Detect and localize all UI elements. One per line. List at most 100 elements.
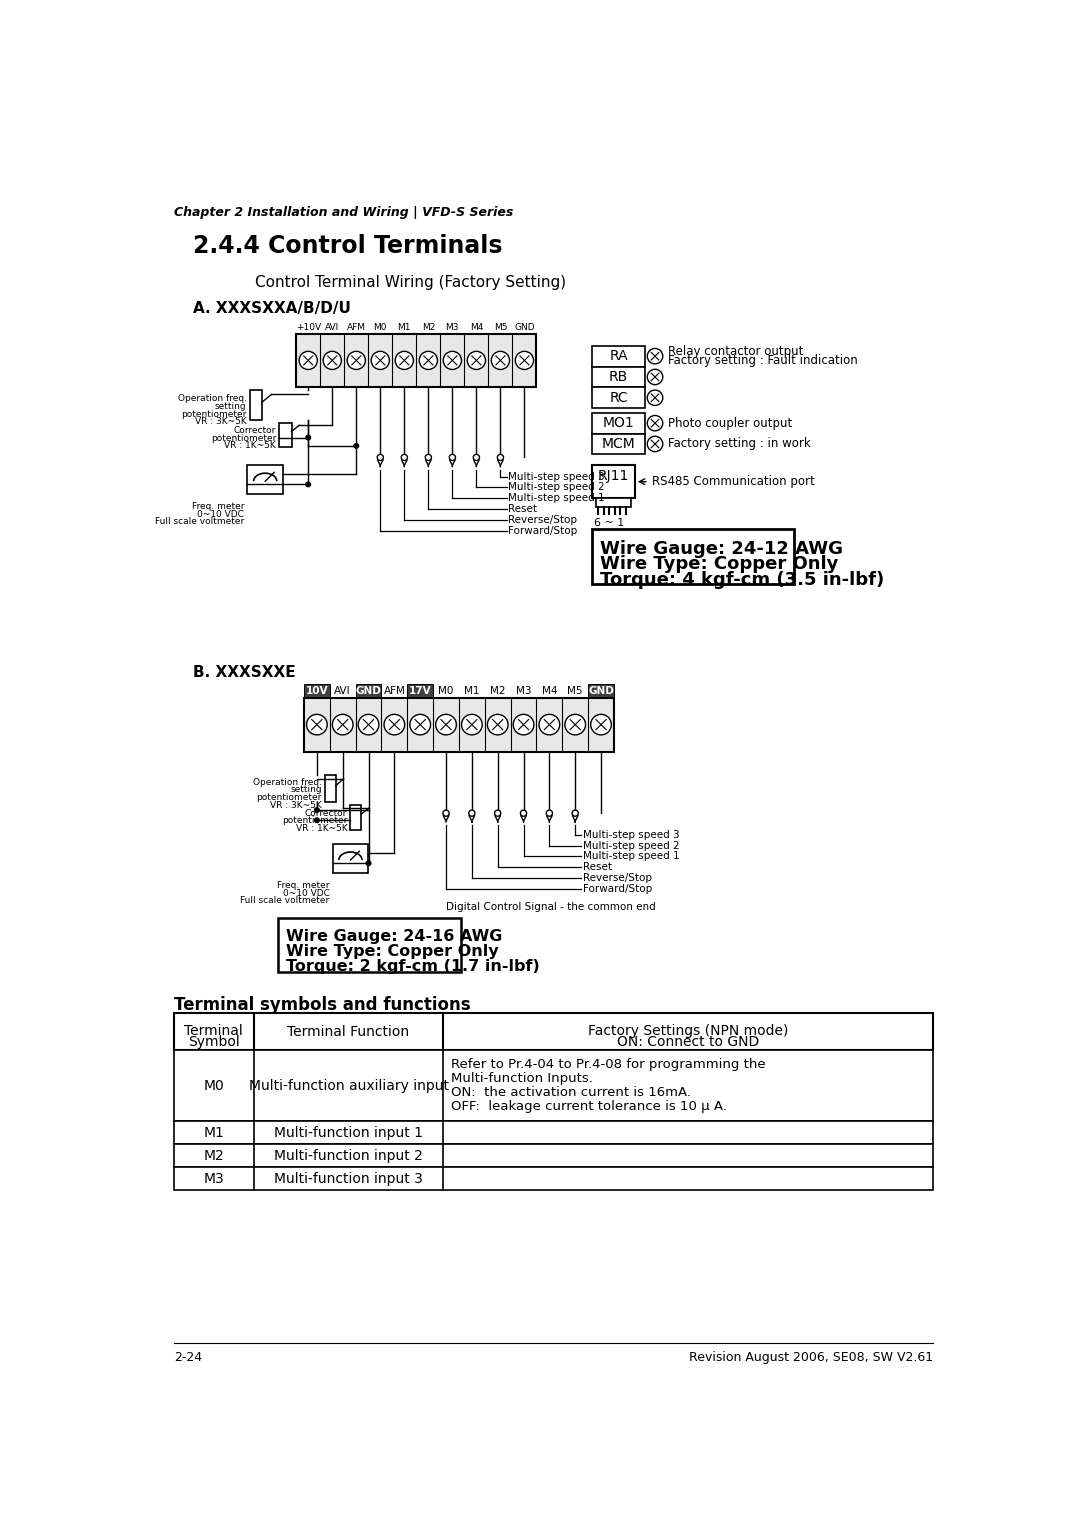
Text: Factory setting : in work: Factory setting : in work xyxy=(669,437,811,451)
Circle shape xyxy=(443,810,449,816)
Circle shape xyxy=(497,454,503,460)
Text: A. XXXSXXA/B/D/U: A. XXXSXXA/B/D/U xyxy=(193,301,351,316)
Text: setting: setting xyxy=(291,785,322,795)
Text: Multi-step speed 1: Multi-step speed 1 xyxy=(509,494,605,503)
Circle shape xyxy=(366,861,370,865)
Text: Multi-function auxiliary input: Multi-function auxiliary input xyxy=(248,1078,448,1092)
Text: AFM: AFM xyxy=(347,324,366,331)
Circle shape xyxy=(333,715,353,735)
Text: Freq. meter: Freq. meter xyxy=(192,502,244,511)
Text: Freq. meter: Freq. meter xyxy=(278,881,329,890)
Circle shape xyxy=(449,454,456,460)
Bar xyxy=(592,367,645,388)
Text: Operation freq.: Operation freq. xyxy=(177,394,246,403)
Circle shape xyxy=(314,808,320,813)
Text: M0: M0 xyxy=(374,324,387,331)
Text: M5: M5 xyxy=(567,686,583,696)
Circle shape xyxy=(443,351,461,370)
Text: VR : 1K~5K: VR : 1K~5K xyxy=(296,824,348,833)
Bar xyxy=(296,334,537,387)
Circle shape xyxy=(491,351,510,370)
Bar xyxy=(407,684,433,698)
Text: Multi-step speed 3: Multi-step speed 3 xyxy=(509,471,605,482)
Text: potentiometer: potentiometer xyxy=(211,434,276,443)
Text: AFM: AFM xyxy=(383,686,405,696)
Circle shape xyxy=(410,715,431,735)
Bar xyxy=(174,1014,933,1051)
Circle shape xyxy=(487,715,508,735)
Circle shape xyxy=(299,351,318,370)
Text: Operation freq.: Operation freq. xyxy=(253,778,322,787)
Text: RA: RA xyxy=(609,350,627,364)
Text: Multi-function input 1: Multi-function input 1 xyxy=(274,1126,423,1140)
Text: RJ11: RJ11 xyxy=(598,469,630,483)
Text: Reverse/Stop: Reverse/Stop xyxy=(509,515,577,525)
Text: MCM: MCM xyxy=(602,437,635,451)
Bar xyxy=(589,684,613,698)
Bar xyxy=(592,465,635,499)
Bar xyxy=(249,391,262,420)
Text: Full scale voltmeter: Full scale voltmeter xyxy=(240,896,329,905)
Text: VR : 3K~5K: VR : 3K~5K xyxy=(194,417,246,426)
Circle shape xyxy=(435,715,457,735)
Text: Symbol: Symbol xyxy=(188,1035,240,1049)
Text: AVI: AVI xyxy=(325,324,339,331)
Bar xyxy=(174,1167,933,1190)
Text: Multi-function input 3: Multi-function input 3 xyxy=(274,1172,423,1186)
Text: Terminal: Terminal xyxy=(185,1025,243,1039)
Text: Multi-function Inputs.: Multi-function Inputs. xyxy=(451,1072,593,1085)
Circle shape xyxy=(468,351,486,370)
Bar xyxy=(247,465,283,494)
Text: M2: M2 xyxy=(203,1149,224,1163)
Text: B. XXXSXXE: B. XXXSXXE xyxy=(193,666,296,681)
Text: Terminal Function: Terminal Function xyxy=(287,1025,409,1039)
Text: Wire Type: Copper Only: Wire Type: Copper Only xyxy=(286,943,499,959)
Text: Multi-step speed 3: Multi-step speed 3 xyxy=(583,830,679,839)
Text: RB: RB xyxy=(609,370,629,384)
Text: Multi-step speed 2: Multi-step speed 2 xyxy=(509,483,605,492)
Text: RS485 Communication port: RS485 Communication port xyxy=(652,476,814,488)
Text: Relay contactor output: Relay contactor output xyxy=(669,345,804,357)
Bar xyxy=(350,805,362,830)
Text: M3: M3 xyxy=(203,1172,224,1186)
Text: Terminal symbols and functions: Terminal symbols and functions xyxy=(174,997,471,1014)
Circle shape xyxy=(306,482,311,486)
Bar xyxy=(592,434,645,454)
Text: Corrector: Corrector xyxy=(305,808,348,818)
Text: M5: M5 xyxy=(494,324,508,331)
Text: ON:  the activation current is 16mA.: ON: the activation current is 16mA. xyxy=(451,1086,691,1098)
Circle shape xyxy=(647,436,663,451)
Bar xyxy=(174,1144,933,1167)
Text: potentiometer: potentiometer xyxy=(256,793,322,802)
Bar xyxy=(592,345,645,367)
Bar xyxy=(325,775,336,802)
Bar xyxy=(592,413,645,434)
Circle shape xyxy=(401,454,407,460)
Text: +10V: +10V xyxy=(296,324,321,331)
Text: Torque: 4 kgf-cm (3.5 in-lbf): Torque: 4 kgf-cm (3.5 in-lbf) xyxy=(600,571,885,589)
Text: 0~10 VDC: 0~10 VDC xyxy=(198,509,244,518)
Text: setting: setting xyxy=(215,402,246,411)
Bar xyxy=(355,684,381,698)
Bar xyxy=(333,844,368,873)
Circle shape xyxy=(306,436,311,440)
Circle shape xyxy=(426,454,431,460)
Text: Refer to Pr.4-04 to Pr.4-08 for programming the: Refer to Pr.4-04 to Pr.4-08 for programm… xyxy=(451,1058,766,1071)
Text: M4: M4 xyxy=(470,324,483,331)
Text: Photo coupler output: Photo coupler output xyxy=(669,417,793,430)
Text: Corrector: Corrector xyxy=(233,426,276,434)
Circle shape xyxy=(591,715,611,735)
Text: GND: GND xyxy=(355,686,381,696)
Text: 10V: 10V xyxy=(306,686,328,696)
Circle shape xyxy=(359,715,379,735)
Text: M0: M0 xyxy=(203,1078,224,1092)
Circle shape xyxy=(307,715,327,735)
Circle shape xyxy=(521,810,527,816)
Circle shape xyxy=(647,390,663,405)
Circle shape xyxy=(647,416,663,431)
Text: M2: M2 xyxy=(421,324,435,331)
Text: 0~10 VDC: 0~10 VDC xyxy=(283,888,329,897)
Text: OFF:  leakage current tolerance is 10 μ A.: OFF: leakage current tolerance is 10 μ A… xyxy=(451,1100,727,1112)
Text: GND: GND xyxy=(514,324,535,331)
Text: Full scale voltmeter: Full scale voltmeter xyxy=(156,517,244,526)
